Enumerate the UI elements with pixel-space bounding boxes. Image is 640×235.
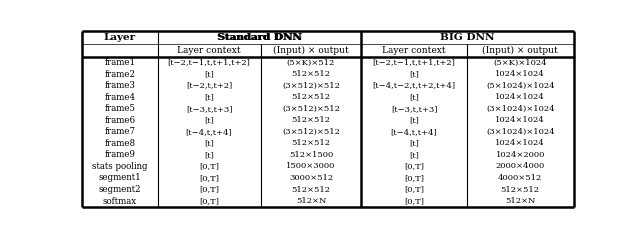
Text: [t−4,t,t+4]: [t−4,t,t+4] <box>186 128 232 136</box>
Text: [0,T]: [0,T] <box>199 185 219 193</box>
Text: BIG DNN: BIG DNN <box>440 33 495 42</box>
Text: (5×K)×1024: (5×K)×1024 <box>493 59 547 67</box>
Text: frame4: frame4 <box>104 93 136 102</box>
Text: Layer context: Layer context <box>177 46 241 55</box>
Text: (3×512)×512: (3×512)×512 <box>282 128 340 136</box>
Text: stats pooling: stats pooling <box>92 162 148 171</box>
Text: [t]: [t] <box>204 116 214 124</box>
Text: [t]: [t] <box>204 70 214 78</box>
Text: softmax: softmax <box>103 196 137 206</box>
Text: (3×512)×512: (3×512)×512 <box>282 105 340 113</box>
Text: [0,T]: [0,T] <box>404 174 424 182</box>
Text: (5×1024)×1024: (5×1024)×1024 <box>486 82 554 90</box>
Text: [t]: [t] <box>204 151 214 159</box>
Text: [0,T]: [0,T] <box>404 162 424 170</box>
Text: 512×512: 512×512 <box>291 139 330 147</box>
Text: frame8: frame8 <box>104 139 136 148</box>
Text: 1024×1024: 1024×1024 <box>495 93 545 101</box>
Text: frame6: frame6 <box>104 116 136 125</box>
Text: [t]: [t] <box>409 93 419 101</box>
Text: 3000×512: 3000×512 <box>289 174 333 182</box>
Text: (3×1024)×1024: (3×1024)×1024 <box>486 105 554 113</box>
Text: Standard DNN: Standard DNN <box>217 33 301 42</box>
Text: 1024×1024: 1024×1024 <box>495 116 545 124</box>
Text: 512×512: 512×512 <box>291 70 330 78</box>
Text: [t−3,t,t+3]: [t−3,t,t+3] <box>391 105 437 113</box>
Text: 1024×2000: 1024×2000 <box>495 151 545 159</box>
Text: [t]: [t] <box>409 116 419 124</box>
Text: [t]: [t] <box>409 70 419 78</box>
Text: 1500×3000: 1500×3000 <box>286 162 335 170</box>
Text: [0,T]: [0,T] <box>199 197 219 205</box>
Text: [t]: [t] <box>204 139 214 147</box>
Text: (Input) × output: (Input) × output <box>483 46 558 55</box>
Text: (3×1024)×1024: (3×1024)×1024 <box>486 128 554 136</box>
Text: segment2: segment2 <box>99 185 141 194</box>
Text: [0,T]: [0,T] <box>404 197 424 205</box>
Text: [0,T]: [0,T] <box>404 185 424 193</box>
Text: 512×512: 512×512 <box>291 93 330 101</box>
Text: [t−4,t−2,t,t+2,t+4]: [t−4,t−2,t,t+2,t+4] <box>372 82 456 90</box>
Text: frame3: frame3 <box>104 81 135 90</box>
Text: 4000×512: 4000×512 <box>498 174 542 182</box>
Text: Layer context: Layer context <box>382 46 446 55</box>
Text: [t−2,t−1,t,t+1,t+2]: [t−2,t−1,t,t+1,t+2] <box>372 59 456 67</box>
Text: frame5: frame5 <box>104 104 136 113</box>
Text: frame7: frame7 <box>104 127 136 136</box>
Text: 512×512: 512×512 <box>291 116 330 124</box>
Text: frame9: frame9 <box>104 150 136 159</box>
Text: [t]: [t] <box>409 151 419 159</box>
Text: 512×N: 512×N <box>296 197 326 205</box>
Text: [0,T]: [0,T] <box>199 162 219 170</box>
Text: [t−3,t,t+3]: [t−3,t,t+3] <box>186 105 232 113</box>
Text: [t−2,t,t+2]: [t−2,t,t+2] <box>186 82 232 90</box>
Text: [t−2,t−1,t,t+1,t+2]: [t−2,t−1,t,t+1,t+2] <box>168 59 250 67</box>
Text: 1024×1024: 1024×1024 <box>495 139 545 147</box>
Text: 512×1500: 512×1500 <box>289 151 333 159</box>
Text: [t]: [t] <box>204 93 214 101</box>
Text: frame1: frame1 <box>104 58 136 67</box>
Text: Standard DNN: Standard DNN <box>218 33 303 42</box>
Text: 1024×1024: 1024×1024 <box>495 70 545 78</box>
Text: segment1: segment1 <box>99 173 141 182</box>
Text: (3×512)×512: (3×512)×512 <box>282 82 340 90</box>
Text: 512×512: 512×512 <box>500 185 540 193</box>
Text: (Input) × output: (Input) × output <box>273 46 349 55</box>
Text: 512×512: 512×512 <box>291 185 330 193</box>
Text: 2000×4000: 2000×4000 <box>495 162 545 170</box>
Text: 512×N: 512×N <box>505 197 536 205</box>
Text: (5×K)×512: (5×K)×512 <box>287 59 335 67</box>
Text: [0,T]: [0,T] <box>199 174 219 182</box>
Text: [t−4,t,t+4]: [t−4,t,t+4] <box>390 128 437 136</box>
Text: Layer: Layer <box>104 33 136 42</box>
Text: frame2: frame2 <box>104 70 136 78</box>
Text: [t]: [t] <box>409 139 419 147</box>
